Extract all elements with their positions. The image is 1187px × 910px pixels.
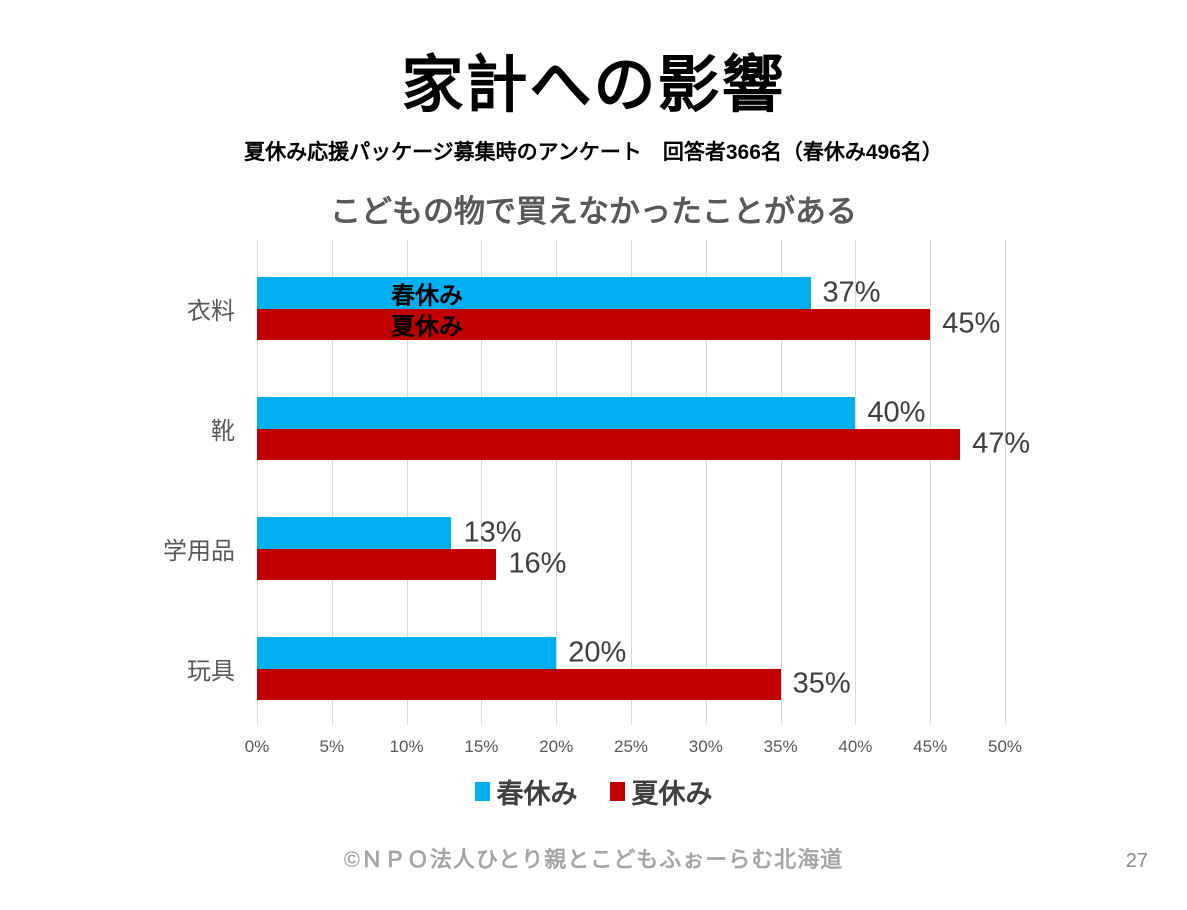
gridline: [331, 240, 333, 725]
gridline: [705, 240, 707, 725]
bar-春休み-学用品: [257, 517, 452, 549]
gridline: [1005, 240, 1006, 725]
bar-夏休み-学用品: [257, 548, 497, 580]
legend-marker-icon: [609, 782, 625, 801]
footer-credit: ©ＮＰＯ法人ひとり親とこどもふぉーらむ北海道: [343, 847, 844, 872]
category-label: 学用品: [163, 538, 235, 565]
x-axis-tick-label: 25%: [613, 737, 649, 756]
bar-春休み-玩具: [257, 637, 557, 669]
x-axis-tick-label: 45%: [913, 737, 948, 756]
x-axis-tick-label: 0%: [244, 737, 270, 756]
gridline: [631, 240, 632, 725]
legend-label: 夏休み: [631, 779, 713, 809]
data-label: 20%: [568, 636, 627, 669]
slide-subtitle: 夏休み応援パッケージ募集時のアンケート 回答者366名（春休み496名）: [244, 141, 943, 164]
category-label: 衣料: [187, 298, 235, 325]
bar-春休み-衣料: [257, 277, 811, 309]
bar-chart-plot-area: 0% 5% 10% 15% 20% 25% 30% 35% 40% 45% 50% 衣料 37% 春休み 4…: [163, 240, 1030, 756]
data-label: 13%: [463, 516, 522, 549]
gridline: [481, 240, 483, 725]
chart-legend: 春休み 夏休み: [0, 772, 1187, 811]
data-label: 47%: [972, 427, 1031, 460]
x-axis-tick-label: 10%: [389, 737, 424, 756]
category-label: 玩具: [187, 658, 235, 685]
page-number: 27: [1125, 850, 1148, 872]
data-label: 16%: [508, 547, 567, 580]
x-axis-tick-label: 35%: [763, 737, 798, 756]
data-label: 40%: [867, 396, 926, 429]
category-label: 靴: [211, 418, 235, 445]
bar-春休み-靴: [257, 397, 856, 429]
gridline: [930, 240, 932, 725]
legend-item-春休み: 春休み: [474, 772, 578, 811]
gridline: [406, 240, 408, 725]
in-bar-series-label: 春休み: [391, 282, 463, 310]
in-bar-series-label: 夏休み: [391, 313, 463, 341]
data-label: 45%: [942, 307, 1001, 340]
bar-夏休み-玩具: [257, 668, 781, 700]
legend-item-夏休み: 夏休み: [609, 772, 713, 811]
legend-label: 春休み: [496, 779, 578, 809]
gridline: [780, 240, 782, 725]
x-axis-tick-label: 20%: [539, 737, 574, 756]
x-axis-tick-label: 15%: [464, 737, 499, 756]
data-label: 35%: [792, 667, 851, 700]
gridline: [257, 240, 258, 725]
bar-夏休み-靴: [257, 428, 961, 460]
chart-title: こどもの物で買えなかったことがある: [330, 194, 857, 229]
bar-夏休み-衣料: [257, 308, 931, 340]
slide-title: 家計への影響: [401, 51, 786, 120]
x-axis-tick-label: 5%: [319, 737, 345, 756]
x-axis-tick-label: 50%: [987, 737, 1023, 756]
x-axis-tick-label: 30%: [688, 737, 723, 756]
data-label: 37%: [822, 276, 881, 309]
gridline: [556, 240, 558, 725]
gridline: [855, 240, 857, 725]
legend-marker-icon: [474, 782, 490, 801]
x-axis-tick-label: 40%: [838, 737, 873, 756]
